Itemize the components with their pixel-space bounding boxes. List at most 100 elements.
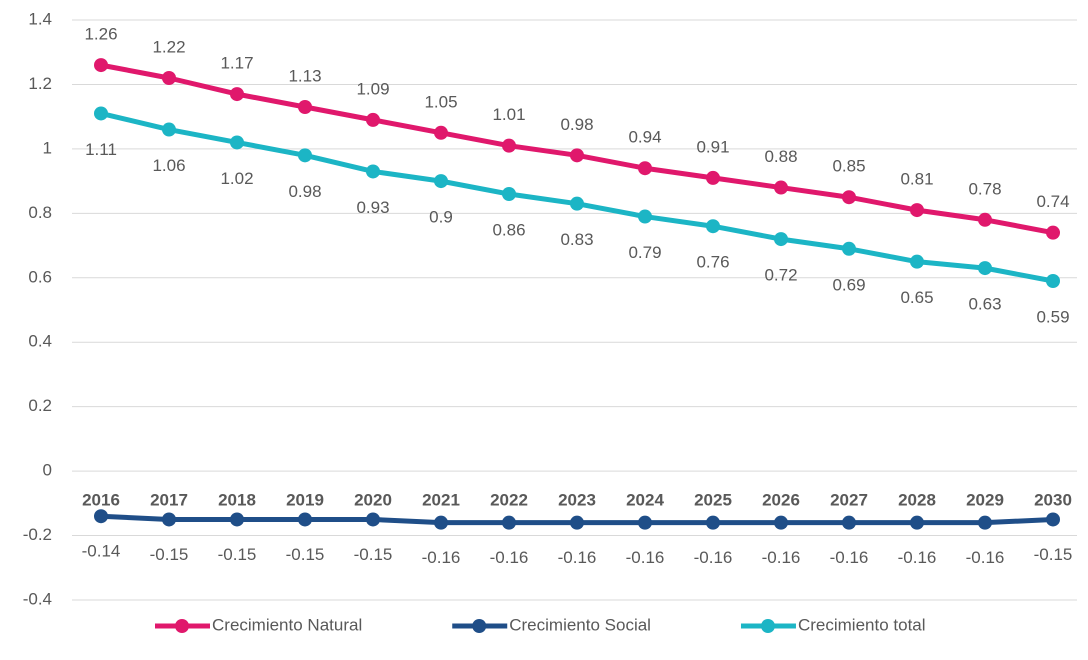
y-tick-label: 0.4: [28, 332, 52, 351]
point: [1046, 512, 1060, 527]
x-tick-label: 2017: [150, 491, 188, 510]
data-label: 0.94: [628, 128, 661, 147]
x-tick-label: 2022: [490, 491, 528, 510]
data-label: -0.16: [966, 548, 1005, 567]
point: [162, 512, 176, 527]
data-label: 1.05: [424, 92, 457, 111]
point: [162, 71, 176, 85]
data-label: -0.16: [558, 548, 597, 567]
legend-marker: [760, 619, 775, 633]
point: [230, 512, 244, 527]
data-label: 1.22: [152, 37, 185, 56]
x-tick-label: 2018: [218, 491, 256, 510]
data-label: 0.88: [764, 147, 797, 166]
point: [978, 515, 992, 530]
data-label: 1.06: [152, 156, 185, 175]
point: [978, 212, 992, 227]
data-label: 0.74: [1036, 192, 1069, 211]
data-label: 1.17: [220, 54, 253, 73]
data-label: 0.69: [832, 275, 865, 294]
point: [230, 135, 244, 150]
x-tick-label: 2030: [1034, 491, 1072, 510]
legend-marker: [472, 619, 487, 633]
y-tick-label: 1.4: [28, 9, 52, 28]
point: [774, 232, 788, 247]
data-label: 1.13: [288, 66, 321, 85]
point: [94, 106, 108, 121]
data-label: -0.15: [286, 545, 325, 564]
point: [1046, 274, 1060, 288]
data-label: -0.14: [82, 542, 121, 561]
x-tick-label: 2023: [558, 491, 596, 510]
point: [298, 148, 312, 163]
data-label: -0.15: [150, 545, 189, 564]
point: [366, 112, 380, 127]
point: [502, 138, 516, 153]
point: [910, 203, 924, 218]
y-tick-label: -0.2: [23, 525, 52, 544]
point: [298, 512, 312, 527]
point: [706, 170, 720, 185]
point: [842, 241, 856, 256]
data-label: 1.02: [220, 169, 253, 188]
x-tick-label: 2024: [626, 491, 664, 510]
data-label: -0.15: [1034, 545, 1073, 564]
point: [162, 122, 176, 137]
point: [434, 515, 448, 530]
x-tick-label: 2016: [82, 491, 120, 510]
legend-label: Crecimiento total: [798, 615, 926, 634]
point: [842, 515, 856, 530]
point: [94, 509, 108, 524]
data-label: -0.16: [490, 548, 529, 567]
point: [910, 515, 924, 530]
legend-label: Crecimiento Natural: [212, 615, 362, 634]
point: [638, 515, 652, 530]
data-label: 0.65: [900, 288, 933, 307]
point: [706, 515, 720, 530]
x-tick-label: 2026: [762, 491, 800, 510]
point: [842, 190, 856, 205]
point: [570, 148, 584, 163]
data-label: 0.76: [696, 253, 729, 272]
y-tick-label: 0.8: [28, 203, 52, 222]
data-label: 1.01: [492, 105, 525, 124]
y-tick-label: 1.2: [28, 74, 52, 93]
data-label: -0.16: [898, 548, 937, 567]
point: [366, 512, 380, 527]
y-tick-label: 0: [43, 461, 52, 480]
x-tick-label: 2028: [898, 491, 936, 510]
point: [502, 515, 516, 530]
data-label: -0.15: [354, 545, 393, 564]
data-label: 0.78: [968, 179, 1001, 198]
x-tick-label: 2027: [830, 491, 868, 510]
point: [230, 87, 244, 102]
data-label: -0.15: [218, 545, 257, 564]
data-label: -0.16: [422, 548, 461, 567]
point: [978, 261, 992, 276]
data-label: -0.16: [762, 548, 801, 567]
data-label: 0.86: [492, 220, 525, 239]
point: [638, 161, 652, 176]
x-tick-label: 2025: [694, 491, 732, 510]
data-label: 0.98: [288, 182, 321, 201]
data-label: 0.63: [968, 295, 1001, 314]
legend-marker: [175, 619, 189, 633]
data-label: 0.91: [696, 137, 729, 156]
data-label: 0.72: [764, 266, 797, 285]
y-tick-label: -0.4: [23, 589, 52, 608]
data-label: 0.85: [832, 157, 865, 176]
legend-label: Crecimiento Social: [509, 615, 651, 634]
point: [570, 515, 584, 530]
data-label: 1.09: [356, 79, 389, 98]
point: [638, 209, 652, 224]
y-tick-label: 0.2: [28, 396, 52, 415]
point: [774, 180, 788, 195]
point: [434, 125, 448, 140]
x-tick-label: 2019: [286, 491, 324, 510]
x-tick-label: 2029: [966, 491, 1004, 510]
data-label: -0.16: [626, 548, 665, 567]
data-label: 1.11: [85, 140, 117, 159]
data-label: 0.98: [560, 115, 593, 134]
point: [1046, 225, 1060, 240]
